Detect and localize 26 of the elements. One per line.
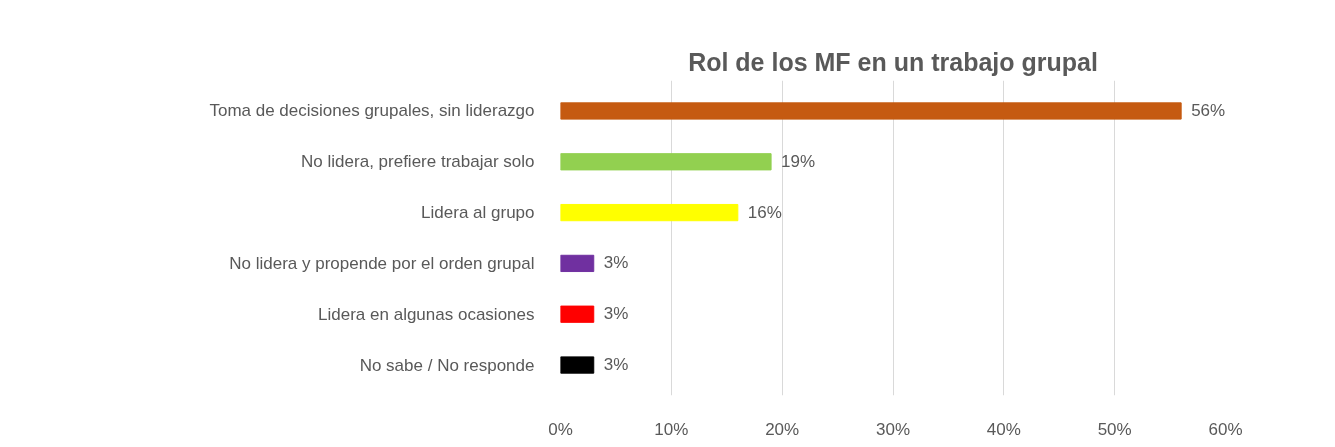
y-tick-label: No sabe / No responde <box>359 355 535 375</box>
x-tick-label: 30% <box>875 419 911 439</box>
data-label: 56% <box>1191 100 1226 120</box>
x-tick-label: 40% <box>986 419 1021 439</box>
bar <box>560 254 595 273</box>
x-tick-label: 50% <box>1097 419 1132 439</box>
y-tick-label: No lidera y propende por el orden grupal <box>229 253 535 273</box>
bar <box>560 102 1182 120</box>
data-label: 3% <box>603 304 629 324</box>
chart-title: Rol de los MF en un trabajo grupal <box>688 47 1098 76</box>
y-tick-label: Lidera al grupo <box>421 203 535 223</box>
x-tick-label: 20% <box>765 419 800 439</box>
data-label: 3% <box>603 253 629 273</box>
bar <box>560 203 739 222</box>
bar <box>560 153 772 171</box>
data-label: 3% <box>603 355 629 375</box>
y-tick-label: Toma de decisiones grupales, sin liderazgo <box>209 101 535 121</box>
y-tick-label: Lidera en algunas ocasiones <box>318 304 535 324</box>
data-label: 16% <box>747 202 782 222</box>
y-tick-label: No lidera, prefiere trabajar solo <box>301 152 535 172</box>
bar <box>560 356 595 374</box>
bar <box>560 305 595 323</box>
x-tick-label: 0% <box>548 419 573 439</box>
data-label: 19% <box>781 151 816 171</box>
x-tick-label: 60% <box>1208 419 1243 439</box>
x-tick-label: 10% <box>654 419 689 439</box>
